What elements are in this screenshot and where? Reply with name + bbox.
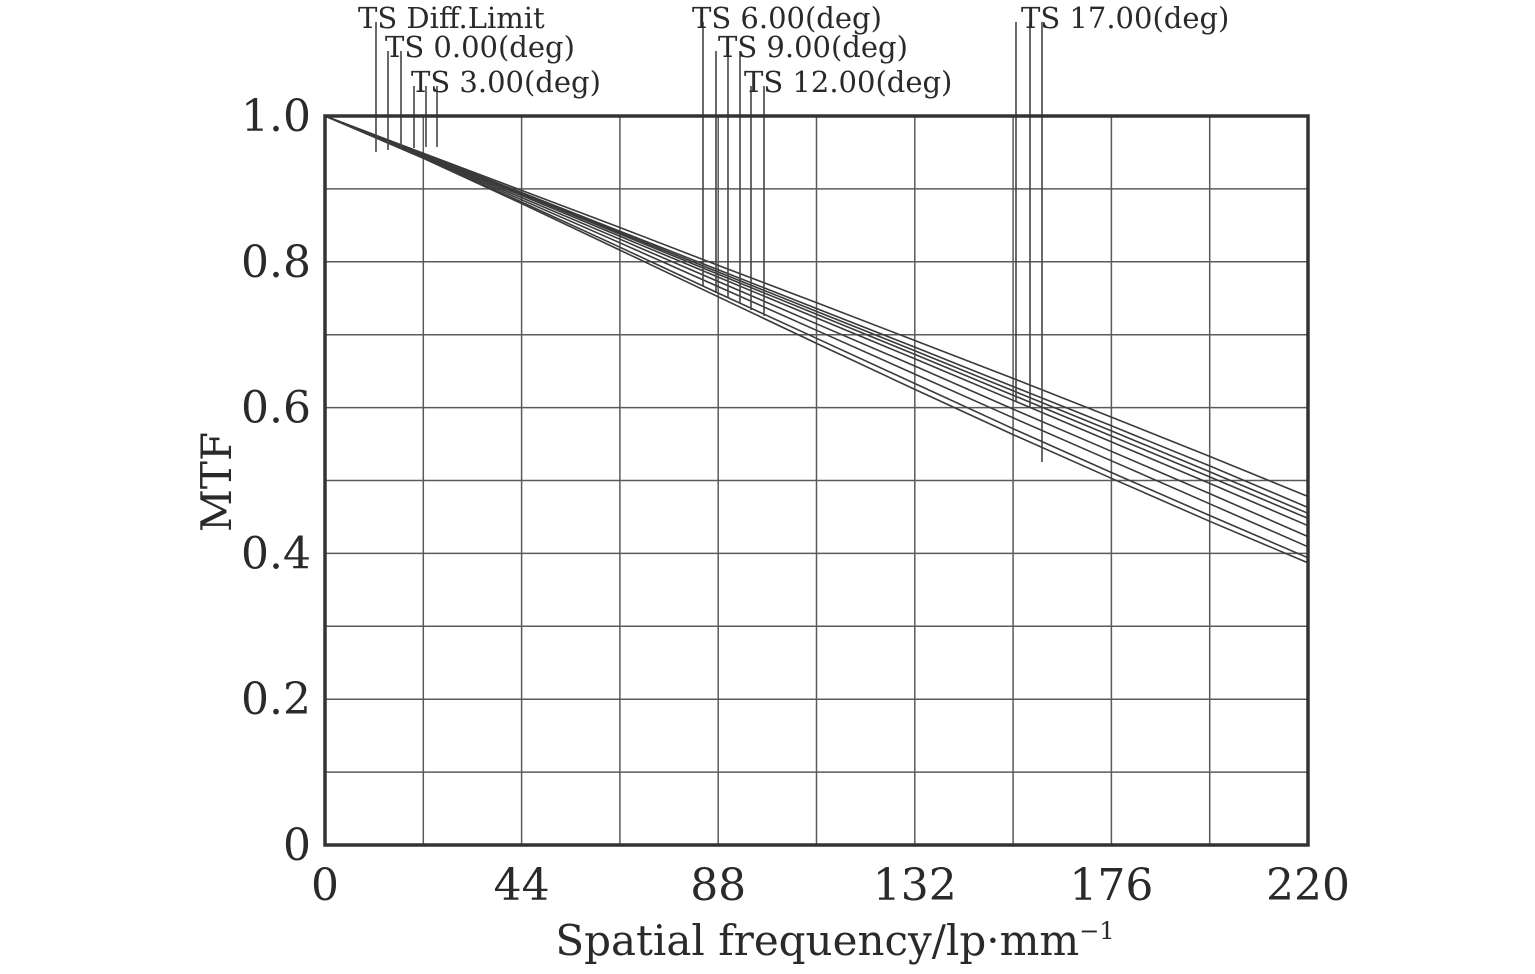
x-axis-title: Spatial frequency/lp·mm−1 xyxy=(555,916,1114,965)
mtf-curves xyxy=(324,115,1309,564)
mtf-series-line xyxy=(324,115,1309,538)
legend-entry: TS 0.00(deg) xyxy=(385,30,575,64)
x-tick-label: 176 xyxy=(1069,860,1153,911)
legend-entry: TS 9.00(deg) xyxy=(718,30,908,64)
x-tick-label: 132 xyxy=(873,860,957,911)
y-tick-label: 0.8 xyxy=(241,237,311,288)
legend-entry: TS Diff.Limit xyxy=(358,1,545,35)
x-tick-label: 44 xyxy=(494,860,550,911)
y-axis-tick-labels: 0 0.2 0.4 0.6 0.8 1.0 xyxy=(241,91,311,871)
x-axis-title-superscript: −1 xyxy=(1079,917,1114,945)
legend-entry: TS 17.00(deg) xyxy=(1021,1,1229,35)
x-tick-label: 220 xyxy=(1266,860,1350,911)
mtf-series-line xyxy=(324,115,1309,527)
x-tick-label: 88 xyxy=(690,860,746,911)
mtf-series-line xyxy=(324,115,1309,548)
mtf-series-line xyxy=(324,115,1309,559)
y-tick-label: 1.0 xyxy=(241,91,311,142)
legend-entry: TS 3.00(deg) xyxy=(411,65,601,99)
mtf-series-line xyxy=(324,115,1309,498)
grid xyxy=(325,116,1308,845)
x-tick-label: 0 xyxy=(311,860,339,911)
legend-entry: TS 12.00(deg) xyxy=(744,65,952,99)
y-tick-label: 0 xyxy=(283,820,311,871)
x-axis-tick-labels: 0 44 88 132 176 220 xyxy=(311,860,1350,911)
legend-entry: TS 6.00(deg) xyxy=(692,1,882,35)
y-tick-label: 0.6 xyxy=(241,383,311,434)
y-tick-label: 0.2 xyxy=(241,674,311,725)
y-tick-label: 0.4 xyxy=(241,528,311,579)
mtf-series-line xyxy=(324,115,1309,520)
plot-frame xyxy=(323,114,1310,847)
mtf-series-line xyxy=(324,115,1309,564)
y-axis-title: MTF xyxy=(192,432,241,532)
